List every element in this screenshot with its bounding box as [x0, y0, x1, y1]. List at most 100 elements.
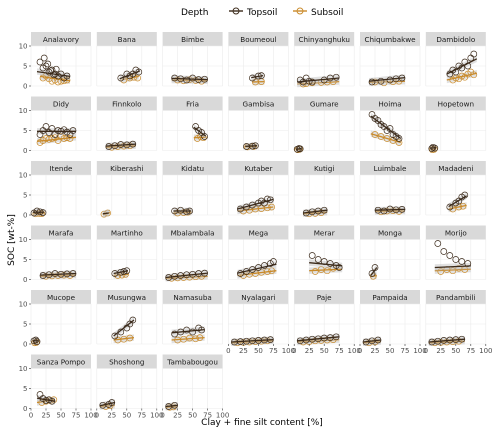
topsoil-fit-line [370, 115, 402, 140]
subsoil-fit-line [448, 204, 467, 210]
y-tick-label: 10 [19, 107, 28, 115]
x-tick-label: 0 [160, 412, 164, 420]
x-tick-label: 25 [42, 412, 51, 420]
facet-panel: Namasuba [162, 290, 223, 345]
x-tick-label: 100 [413, 347, 426, 355]
topsoil-fit-line [446, 58, 478, 75]
facet-label: Morijo [445, 229, 467, 238]
subsoil-fit-line [231, 340, 274, 344]
facet-label: Musungwa [108, 293, 146, 302]
facet-label: Fria [186, 100, 199, 109]
facet-panel: Pandambili 0 25 50 75 100 [424, 290, 492, 355]
legend: Depth Topsoil Subsoil [181, 7, 343, 18]
y-tick-label: 5 [23, 63, 27, 71]
subsoil-fit-line [434, 268, 471, 272]
facet-strip [360, 32, 420, 46]
subsoil-point [197, 133, 204, 140]
facet-panel: Bana [96, 32, 158, 87]
topsoil-point [32, 336, 40, 344]
topsoil-point [40, 54, 48, 62]
topsoil-point [237, 270, 244, 277]
topsoil-point [44, 60, 52, 68]
y-tick-label: 0 [23, 212, 27, 220]
facet-strip [294, 225, 355, 240]
topsoil-fit-line [245, 145, 258, 147]
subsoil-fit-line [36, 136, 77, 142]
subsoil-fit-line [105, 145, 136, 148]
y-tick-label: 5 [23, 256, 27, 264]
topsoil-point [183, 208, 190, 216]
facet-label: Kiberashi [110, 164, 143, 173]
y-tick-label: 0 [23, 405, 27, 413]
facet-panel: Musungwa [96, 290, 158, 345]
topsoil-point [261, 262, 268, 269]
topsoil-fit-line [309, 262, 343, 267]
facet-label: Chiqumbakwe [364, 35, 416, 44]
facet-panel: Martinho [96, 225, 158, 280]
topsoil-point [42, 123, 50, 130]
facet-strip [31, 290, 91, 304]
facet-strip [96, 290, 157, 304]
x-tick-label: 50 [254, 347, 263, 355]
facet-strip [31, 161, 91, 175]
facet-label: Analavory [43, 35, 80, 44]
topsoil-fit-line [251, 74, 264, 79]
topsoil-fit-line [165, 272, 208, 279]
facet-strip [162, 32, 223, 46]
topsoil-point [189, 74, 196, 82]
facet-label: Dambidolo [436, 35, 475, 44]
facet-label: Monga [378, 229, 402, 238]
y-tick-label: 0 [23, 83, 27, 91]
facet-panel: Nyalagari 0 25 50 75 100 [226, 290, 295, 355]
subsoil-point [323, 267, 331, 275]
facet-label: Boumeoul [240, 35, 276, 44]
facet-strip [294, 290, 355, 304]
x-tick-label: 75 [72, 412, 81, 420]
legend-subsoil-point [296, 7, 304, 15]
facet-strip [162, 161, 223, 175]
y-tick-label: 0 [23, 147, 27, 155]
facet-panel: Madadeni [425, 161, 487, 216]
x-tick-label: 50 [122, 412, 131, 420]
x-tick-label: 25 [239, 347, 248, 355]
facet-strip [31, 225, 91, 240]
y-axis-title: SOC [wt-%] [7, 214, 17, 266]
legend-entry-subsoil: Subsoil [293, 7, 343, 18]
x-tick-label: 25 [107, 412, 116, 420]
topsoil-point [249, 201, 256, 209]
subsoil-point [449, 267, 457, 275]
facet-label: Hopetown [438, 100, 474, 109]
x-tick-label: 0 [424, 347, 428, 355]
topsoil-point [368, 78, 376, 86]
facet-strip [294, 96, 355, 111]
x-tick-label: 50 [320, 347, 329, 355]
facet-panel: Fria [162, 96, 223, 151]
topsoil-point [434, 240, 442, 247]
facet-label: Gambisa [243, 100, 275, 109]
topsoil-point [52, 65, 60, 73]
topsoil-point [111, 332, 119, 340]
facet-label: Pandambili [436, 293, 476, 302]
facet-label: Namasuba [173, 293, 211, 302]
topsoil-fit-line [374, 208, 406, 211]
x-tick-label: 50 [57, 412, 66, 420]
y-tick-label: 0 [23, 276, 27, 284]
facet-strip [31, 32, 91, 46]
facet-label: Mega [249, 229, 269, 238]
facet-strip [294, 32, 355, 46]
facet-label: Sanza Pompo [37, 358, 85, 367]
facet-strip [162, 290, 223, 304]
y-tick-label: 0 [23, 341, 27, 349]
topsoil-fit-line [36, 397, 56, 402]
facet-panel: Merar [293, 225, 355, 280]
y-tick-label: 10 [19, 43, 28, 51]
facet-panel: Luimbale [359, 161, 421, 216]
facet-strip [360, 161, 420, 175]
subsoil-fit-line [39, 75, 71, 82]
facet-label: Didy [53, 100, 70, 109]
topsoil-fit-line [171, 77, 208, 81]
facet-strip [96, 96, 157, 111]
facet-strip [96, 225, 157, 240]
facet-panel: Hoima [359, 96, 421, 151]
